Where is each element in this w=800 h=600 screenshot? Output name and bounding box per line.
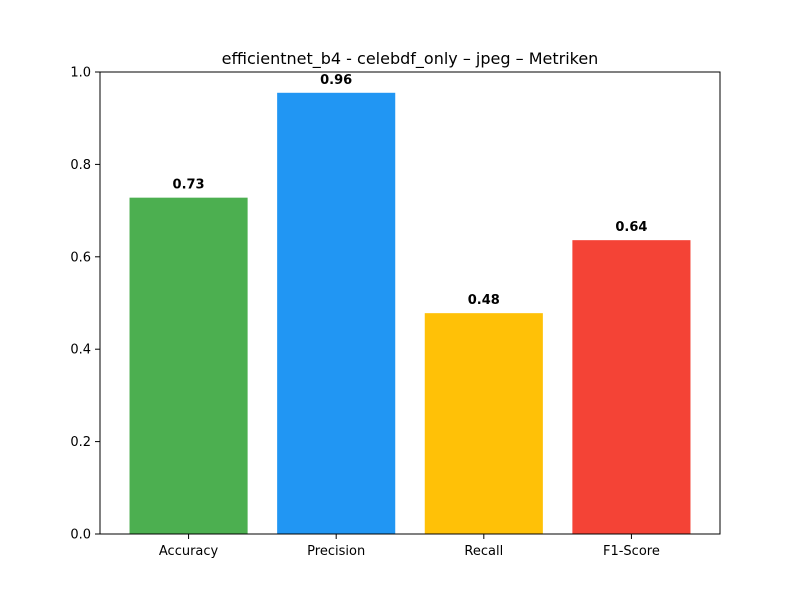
x-tick-label: Precision	[307, 544, 365, 559]
x-axis: Accuracy Precision Recall F1-Score	[159, 534, 660, 559]
value-labels-group: 0.73 0.96 0.48 0.64	[173, 73, 648, 308]
y-tick-label: 0.4	[70, 343, 91, 358]
chart-title: efficientnet_b4 - celebdf_only – jpeg – …	[222, 49, 599, 69]
value-label: 0.73	[173, 178, 205, 193]
x-tick-label: Recall	[464, 544, 503, 559]
bars-group	[129, 92, 691, 534]
y-tick-label: 1.0	[70, 66, 91, 81]
value-label: 0.96	[320, 73, 352, 88]
y-tick-label: 0.6	[70, 250, 91, 265]
bar-precision	[277, 92, 396, 534]
y-axis: 0.0 0.2 0.4 0.6 0.8 1.0	[70, 66, 100, 543]
bar-f1-score	[572, 240, 691, 534]
value-label: 0.48	[468, 293, 500, 308]
value-label: 0.64	[615, 220, 647, 235]
y-tick-label: 0.2	[70, 435, 91, 450]
x-tick-label: F1-Score	[603, 544, 660, 559]
bar-accuracy	[129, 197, 248, 534]
bar-recall	[424, 313, 543, 534]
x-tick-label: Accuracy	[159, 544, 219, 559]
plot-frame	[99, 71, 721, 535]
y-tick-label: 0.0	[70, 528, 91, 543]
y-tick-label: 0.8	[70, 158, 91, 173]
